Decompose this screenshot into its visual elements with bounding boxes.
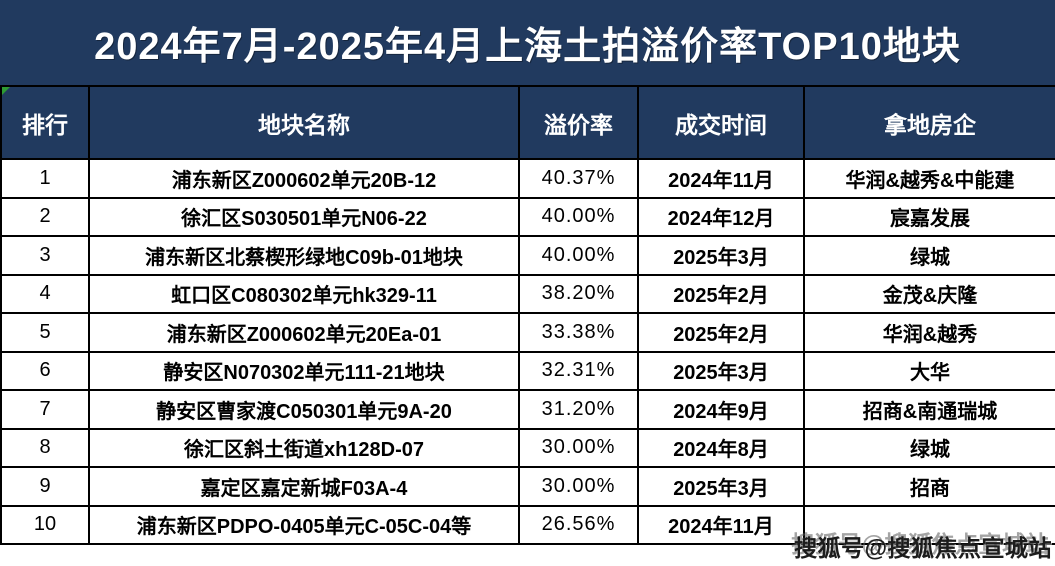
column-header-rank: 排行 [0, 85, 90, 160]
table-row: 6 静安区N070302单元111-21地块 32.31% 2025年3月 大华 [0, 350, 1055, 391]
table-row: 8 徐汇区斜土街道xh128D-07 30.00% 2024年8月 绿城 [0, 427, 1055, 468]
excel-error-indicator-icon [3, 88, 10, 95]
cell-rank: 3 [0, 235, 90, 276]
table-row: 5 浦东新区Z000602单元20Ea-01 33.38% 2025年2月 华润… [0, 312, 1055, 353]
cell-date: 2025年3月 [637, 235, 805, 276]
table-row: 3 浦东新区北蔡楔形绿地C09b-01地块 40.00% 2025年3月 绿城 [0, 235, 1055, 276]
page-title: 2024年7月-2025年4月上海土拍溢价率TOP10地块 [94, 26, 961, 68]
cell-rank: 8 [0, 427, 90, 468]
cell-company: 宸嘉发展 [803, 196, 1055, 237]
cell-premium: 32.31% [518, 350, 639, 391]
cell-rank: 1 [0, 158, 90, 199]
cell-name: 浦东新区PDPO-0405单元C-05C-04等 [88, 504, 520, 545]
cell-rank: 6 [0, 350, 90, 391]
cell-company: 招商 [803, 466, 1055, 507]
title-banner: 2024年7月-2025年4月上海土拍溢价率TOP10地块 [0, 0, 1055, 85]
cell-premium: 38.20% [518, 273, 639, 314]
table-header-row: 排行 地块名称 溢价率 成交时间 拿地房企 [0, 85, 1055, 160]
cell-company: 华润&越秀&中能建 [803, 158, 1055, 199]
cell-name: 浦东新区Z000602单元20Ea-01 [88, 312, 520, 353]
land-premium-table: 排行 地块名称 溢价率 成交时间 拿地房企 1 浦东新区Z000602单元20B… [0, 85, 1055, 545]
cell-date: 2024年8月 [637, 427, 805, 468]
table-row: 9 嘉定区嘉定新城F03A-4 30.00% 2025年3月 招商 [0, 466, 1055, 507]
cell-date: 2025年3月 [637, 466, 805, 507]
cell-company: 华润&越秀 [803, 312, 1055, 353]
cell-rank: 2 [0, 196, 90, 237]
cell-name: 浦东新区Z000602单元20B-12 [88, 158, 520, 199]
cell-company: 绿城 [803, 235, 1055, 276]
cell-company: 金茂&庆隆 [803, 273, 1055, 314]
cell-premium: 30.00% [518, 427, 639, 468]
cell-date: 2024年12月 [637, 196, 805, 237]
column-header-name: 地块名称 [88, 85, 520, 160]
cell-date: 2024年11月 [637, 504, 805, 545]
cell-premium: 30.00% [518, 466, 639, 507]
cell-premium: 26.56% [518, 504, 639, 545]
column-header-premium: 溢价率 [518, 85, 639, 160]
cell-premium: 40.00% [518, 196, 639, 237]
cell-company: 招商&南通瑞城 [803, 389, 1055, 430]
cell-date: 2025年2月 [637, 273, 805, 314]
cell-date: 2025年3月 [637, 350, 805, 391]
cell-rank: 4 [0, 273, 90, 314]
cell-premium: 40.37% [518, 158, 639, 199]
cell-name: 嘉定区嘉定新城F03A-4 [88, 466, 520, 507]
cell-name: 静安区N070302单元111-21地块 [88, 350, 520, 391]
table-row: 1 浦东新区Z000602单元20B-12 40.37% 2024年11月 华润… [0, 158, 1055, 199]
cell-company [803, 504, 1055, 545]
cell-company: 大华 [803, 350, 1055, 391]
cell-name: 徐汇区S030501单元N06-22 [88, 196, 520, 237]
cell-name: 虹口区C080302单元hk329-11 [88, 273, 520, 314]
cell-name: 浦东新区北蔡楔形绿地C09b-01地块 [88, 235, 520, 276]
cell-rank: 10 [0, 504, 90, 545]
column-header-company: 拿地房企 [803, 85, 1055, 160]
table-row: 7 静安区曹家渡C050301单元9A-20 31.20% 2024年9月 招商… [0, 389, 1055, 430]
cell-company: 绿城 [803, 427, 1055, 468]
cell-date: 2025年2月 [637, 312, 805, 353]
cell-date: 2024年9月 [637, 389, 805, 430]
table-row: 4 虹口区C080302单元hk329-11 38.20% 2025年2月 金茂… [0, 273, 1055, 314]
sohu-watermark: 搜狐号@搜狐焦点宣城站 [794, 535, 1052, 561]
cell-name: 静安区曹家渡C050301单元9A-20 [88, 389, 520, 430]
table-row: 2 徐汇区S030501单元N06-22 40.00% 2024年12月 宸嘉发… [0, 196, 1055, 237]
cell-rank: 7 [0, 389, 90, 430]
table-row: 10 浦东新区PDPO-0405单元C-05C-04等 26.56% 2024年… [0, 504, 1055, 545]
cell-premium: 31.20% [518, 389, 639, 430]
cell-premium: 40.00% [518, 235, 639, 276]
column-header-rank-label: 排行 [22, 111, 68, 138]
cell-premium: 33.38% [518, 312, 639, 353]
cell-rank: 5 [0, 312, 90, 353]
column-header-date: 成交时间 [637, 85, 805, 160]
cell-date: 2024年11月 [637, 158, 805, 199]
cell-name: 徐汇区斜土街道xh128D-07 [88, 427, 520, 468]
cell-rank: 9 [0, 466, 90, 507]
